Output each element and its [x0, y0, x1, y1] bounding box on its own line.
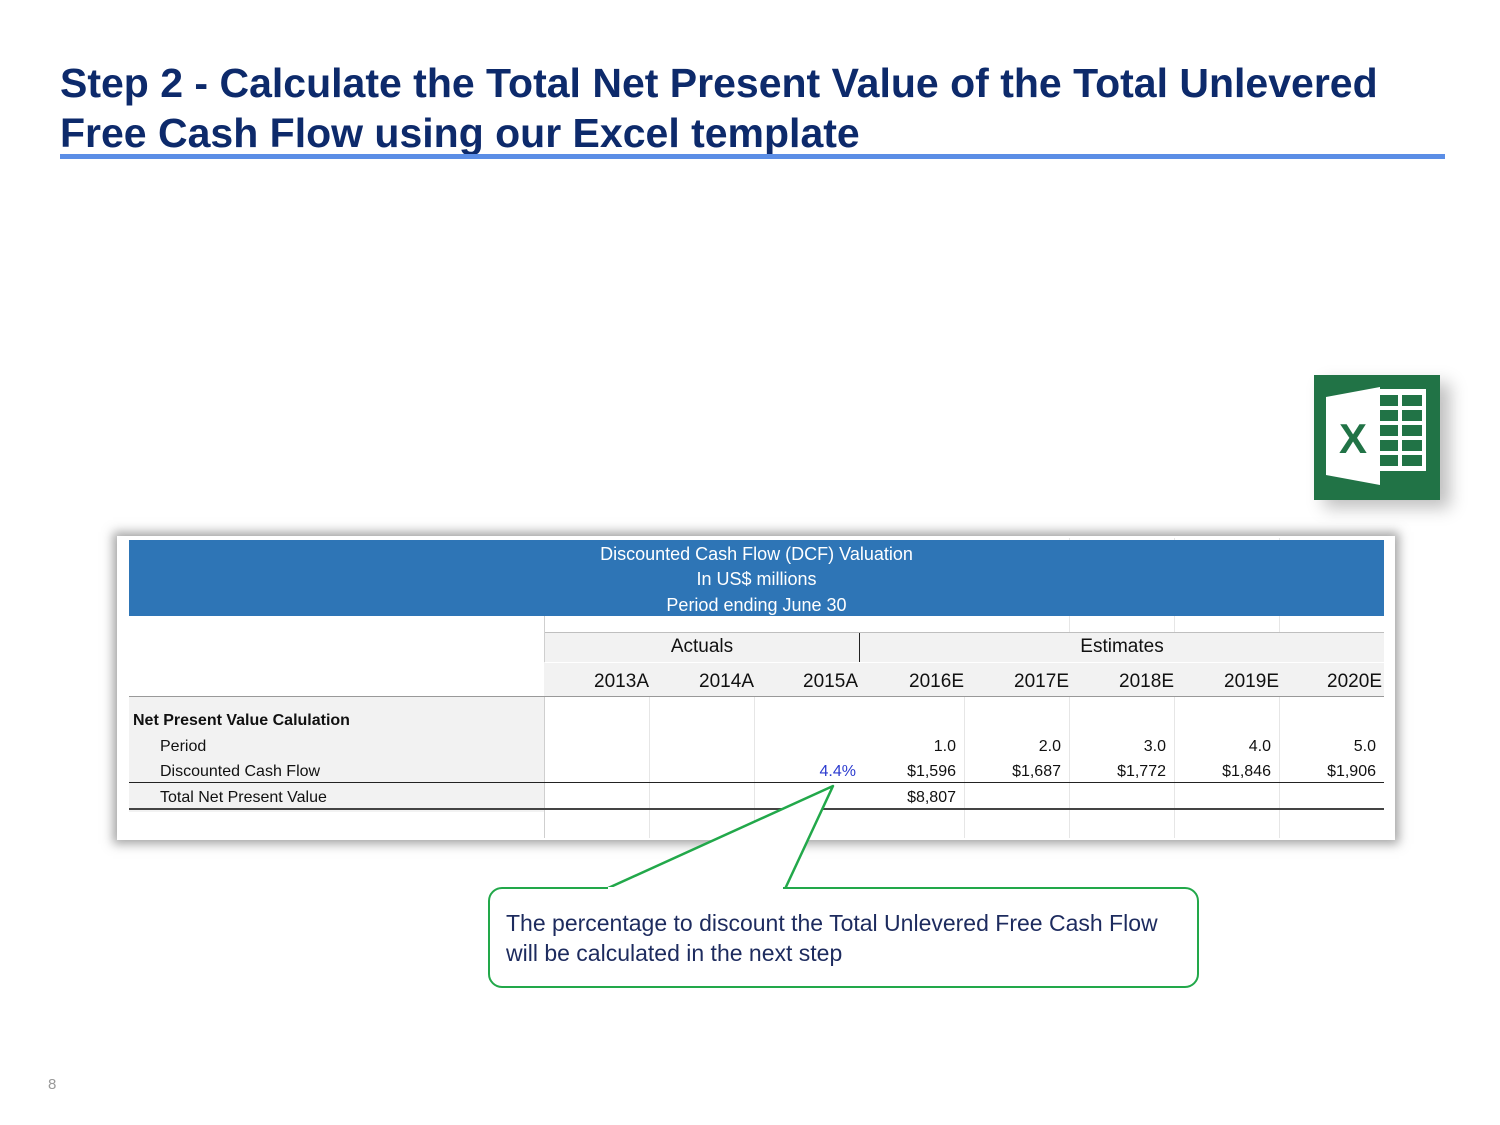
cell-period-2016e: 1.0 — [933, 738, 956, 755]
spreadsheet-screenshot: Discounted Cash Flow (DCF) Valuation In … — [117, 536, 1395, 840]
year-header-band — [544, 662, 1384, 696]
row-label-period: Period — [160, 738, 207, 755]
cell-period-2019e: 4.0 — [1248, 738, 1271, 755]
cell-dcf-2016e: $1,596 — [907, 763, 956, 780]
row-label-npv: Total Net Present Value — [160, 789, 327, 806]
year-2017e: 2017E — [1014, 671, 1069, 692]
sheet-header-band — [129, 540, 1384, 616]
title-underline — [60, 154, 1445, 159]
year-2018e: 2018E — [1119, 671, 1174, 692]
excel-icon: X — [1314, 375, 1440, 500]
year-2015a: 2015A — [803, 671, 858, 692]
slide-title: Step 2 - Calculate the Total Net Present… — [60, 60, 1378, 156]
row-label-shade — [129, 696, 544, 812]
page-number: 8 — [48, 1076, 57, 1093]
callout-text: The percentage to discount the Total Unl… — [506, 910, 1158, 966]
year-2013a: 2013A — [594, 671, 649, 692]
sheet-period: Period ending June 30 — [666, 595, 847, 615]
svg-text:X: X — [1339, 415, 1367, 462]
cell-discount-rate: 4.4% — [819, 763, 856, 780]
sheet-units: In US$ millions — [696, 569, 817, 589]
year-2016e: 2016E — [909, 671, 964, 692]
cell-period-2017e: 2.0 — [1038, 738, 1061, 755]
dcf-sheet: Discounted Cash Flow (DCF) Valuation In … — [129, 538, 1384, 838]
callout-box — [488, 887, 1199, 988]
section-title: Net Present Value Calulation — [133, 712, 350, 729]
cell-dcf-2020e: $1,906 — [1327, 763, 1376, 780]
year-2014a: 2014A — [699, 671, 754, 692]
cell-period-2020e: 5.0 — [1353, 738, 1376, 755]
cell-dcf-2019e: $1,846 — [1222, 763, 1271, 780]
sheet-title: Discounted Cash Flow (DCF) Valuation — [600, 544, 913, 564]
cell-dcf-2018e: $1,772 — [1117, 763, 1166, 780]
year-2019e: 2019E — [1224, 671, 1279, 692]
cell-dcf-2017e: $1,687 — [1012, 763, 1061, 780]
group-header-actuals: Actuals — [545, 632, 859, 662]
cell-total-npv: $8,807 — [907, 789, 956, 806]
row-label-dcf: Discounted Cash Flow — [160, 763, 321, 780]
cell-period-2018e: 3.0 — [1143, 738, 1166, 755]
year-2020e: 2020E — [1327, 671, 1382, 692]
group-header-estimates: Estimates — [860, 632, 1384, 662]
